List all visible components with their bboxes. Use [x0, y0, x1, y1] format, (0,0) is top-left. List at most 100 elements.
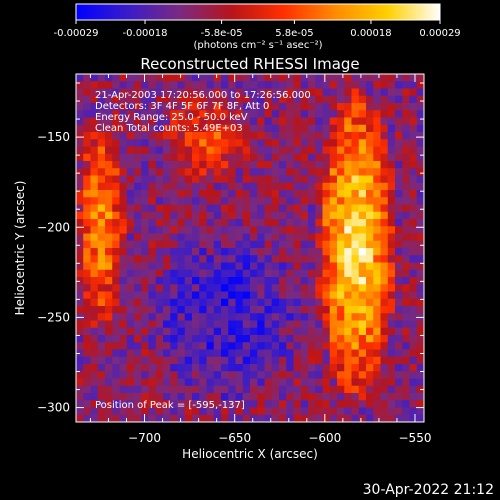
heatmap-cell: [177, 211, 186, 220]
heatmap-cell: [279, 306, 287, 314]
heatmap-cell: [279, 81, 287, 90]
heatmap-cell: [192, 175, 200, 184]
heatmap-cell: [235, 240, 244, 249]
heatmap-cell: [257, 320, 266, 329]
heatmap-cell: [402, 74, 411, 82]
heatmap-cell: [170, 197, 179, 206]
heatmap-cell: [184, 313, 193, 322]
heatmap-cell: [221, 255, 229, 264]
heatmap-cell: [126, 320, 135, 329]
heatmap-cell: [358, 320, 367, 329]
heatmap-cell: [264, 81, 273, 90]
heatmap-cell: [184, 364, 193, 372]
heatmap-cell: [141, 414, 150, 422]
heatmap-cell: [366, 371, 374, 380]
heatmap-cell: [329, 197, 338, 206]
heatmap-cell: [163, 291, 171, 300]
heatmap-cell: [395, 306, 403, 314]
heatmap-cell: [170, 95, 179, 104]
heatmap-cell: [141, 226, 150, 235]
heatmap-cell: [192, 378, 200, 387]
heatmap-cell: [279, 356, 287, 365]
heatmap-cell: [228, 81, 237, 90]
heatmap-cell: [402, 219, 411, 227]
heatmap-cell: [213, 219, 222, 227]
heatmap-cell: [213, 255, 222, 264]
heatmap-cell: [221, 175, 229, 184]
heatmap-cell: [112, 248, 121, 256]
heatmap-cell: [344, 262, 353, 271]
heatmap-cell: [235, 204, 244, 213]
heatmap-cell: [83, 291, 92, 300]
heatmap-cell: [264, 219, 273, 227]
heatmap-cell: [90, 269, 99, 278]
heatmap-cell: [90, 110, 99, 119]
heatmap-cell: [199, 74, 208, 82]
heatmap-cell: [112, 153, 121, 162]
heatmap-cell: [97, 175, 106, 184]
heatmap-cell: [409, 255, 418, 264]
heatmap-cell: [329, 211, 338, 220]
heatmap-cell: [192, 103, 200, 111]
heatmap-cell: [351, 219, 360, 227]
heatmap-cell: [141, 327, 150, 336]
heatmap-cell: [148, 320, 157, 329]
heatmap-cell: [177, 378, 186, 387]
heatmap-cell: [235, 335, 244, 343]
heatmap-cell: [387, 306, 396, 314]
heatmap-cell: [134, 364, 142, 372]
heatmap-cell: [387, 255, 396, 264]
heatmap-cell: [271, 364, 280, 372]
heatmap-cell: [242, 306, 251, 314]
heatmap-cell: [199, 269, 208, 278]
heatmap-cell: [409, 74, 418, 82]
heatmap-cell: [242, 313, 251, 322]
heatmap-cell: [402, 124, 411, 133]
heatmap-cell: [358, 146, 367, 155]
heatmap-cell: [155, 298, 164, 307]
heatmap-cell: [192, 269, 200, 278]
heatmap-cell: [206, 124, 215, 133]
heatmap-cell: [134, 103, 142, 111]
heatmap-cell: [76, 284, 84, 293]
heatmap-cell: [90, 211, 99, 220]
heatmap-cell: [380, 117, 389, 126]
heatmap-cell: [177, 95, 186, 104]
heatmap-cell: [250, 393, 258, 401]
heatmap-cell: [221, 139, 229, 148]
heatmap-cell: [199, 320, 208, 329]
heatmap-cell: [409, 233, 418, 242]
heatmap-cell: [112, 407, 121, 416]
heatmap-cell: [170, 327, 179, 336]
heatmap-cell: [286, 146, 295, 155]
heatmap-cell: [250, 255, 258, 264]
heatmap-cell: [228, 400, 237, 409]
heatmap-cell: [199, 81, 208, 90]
heatmap-cell: [192, 226, 200, 235]
heatmap-cell: [177, 393, 186, 401]
heatmap-cell: [163, 204, 171, 213]
heatmap-cell: [286, 356, 295, 365]
heatmap-cell: [271, 269, 280, 278]
heatmap-cell: [192, 168, 200, 177]
heatmap-cell: [235, 342, 244, 351]
heatmap-cell: [315, 132, 324, 140]
heatmap-cell: [271, 226, 280, 235]
heatmap-cell: [264, 190, 273, 198]
heatmap-cell: [416, 182, 424, 191]
heatmap-cell: [155, 349, 164, 358]
heatmap-cell: [416, 335, 424, 343]
heatmap-cell: [250, 88, 258, 97]
heatmap-cell: [250, 327, 258, 336]
heatmap-cell: [119, 103, 128, 111]
heatmap-cell: [366, 226, 374, 235]
heatmap-cell: [344, 124, 353, 133]
heatmap-cell: [119, 335, 128, 343]
heatmap-cell: [206, 335, 215, 343]
footer-timestamp: 30-Apr-2022 21:12: [363, 482, 494, 498]
heatmap-cell: [235, 81, 244, 90]
heatmap-cell: [257, 364, 266, 372]
heatmap-cell: [148, 146, 157, 155]
heatmap-cell: [134, 385, 142, 394]
heatmap-cell: [242, 393, 251, 401]
